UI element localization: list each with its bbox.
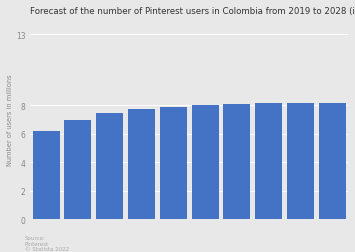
- Bar: [319, 103, 346, 219]
- Bar: [128, 109, 155, 219]
- Bar: [191, 106, 219, 219]
- Bar: [255, 104, 282, 219]
- Y-axis label: Number of users in millions: Number of users in millions: [7, 75, 13, 166]
- Text: Source:
Pinterest
© Statista 2022: Source: Pinterest © Statista 2022: [25, 235, 69, 251]
- Bar: [287, 104, 314, 219]
- Bar: [64, 120, 91, 219]
- Bar: [160, 107, 187, 219]
- Text: Forecast of the number of Pinterest users in Colombia from 2019 to 2028 (in mill: Forecast of the number of Pinterest user…: [30, 7, 355, 16]
- Bar: [223, 105, 250, 219]
- Bar: [33, 132, 60, 219]
- Bar: [96, 114, 123, 219]
